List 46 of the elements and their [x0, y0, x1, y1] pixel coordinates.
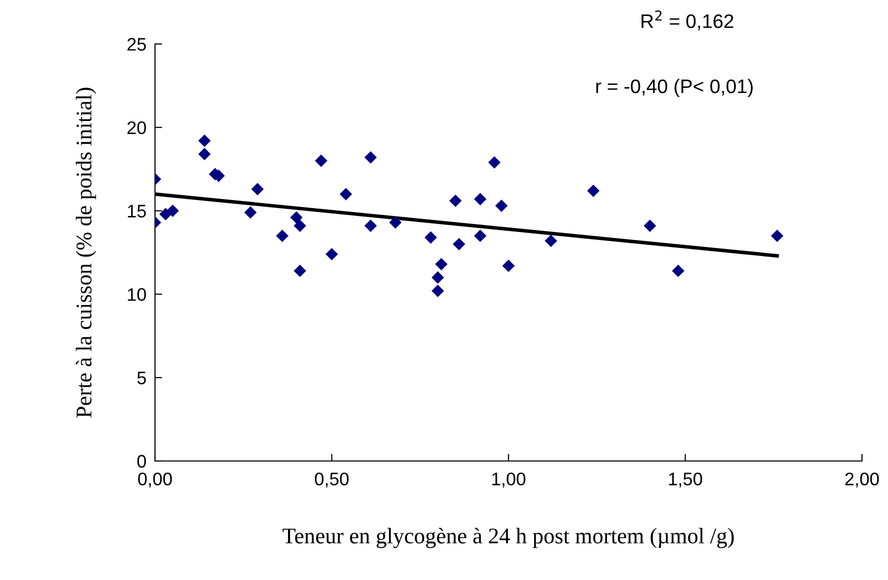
point	[364, 151, 377, 164]
point	[432, 284, 444, 298]
point	[198, 134, 211, 147]
point	[326, 248, 338, 260]
point	[672, 264, 684, 278]
point	[435, 258, 448, 270]
point	[587, 184, 600, 197]
y-tick-label: 0	[137, 454, 146, 468]
point	[290, 211, 303, 224]
point	[294, 220, 306, 232]
y-tick-label: 15	[128, 204, 146, 218]
point	[770, 230, 784, 242]
annotation: r = -0,40 (P< 0,01)	[596, 78, 753, 98]
point	[389, 216, 402, 229]
point	[502, 260, 515, 272]
point	[340, 188, 352, 200]
point	[166, 204, 179, 218]
point	[424, 231, 437, 244]
point	[294, 264, 306, 278]
x-tick-label: 0,50	[314, 472, 349, 488]
point	[432, 271, 444, 284]
y-tick-label: 20	[127, 121, 146, 134]
point	[495, 200, 508, 212]
y-tick-label: 10	[128, 288, 146, 301]
point	[544, 234, 558, 248]
point	[276, 230, 288, 242]
point	[644, 220, 656, 232]
point	[364, 220, 377, 232]
point	[251, 182, 264, 196]
point	[244, 206, 257, 219]
x-tick-label: 1,00	[492, 472, 526, 488]
x-tick-label: 1,50	[669, 472, 702, 488]
point	[449, 194, 462, 208]
point	[452, 238, 466, 250]
point	[488, 156, 501, 169]
text: R$^{2}$ = 0,162	[642, 10, 734, 30]
point	[314, 154, 328, 167]
x-tick-label: 0,00	[138, 472, 172, 488]
point	[474, 230, 486, 242]
x-axis-title: Teneur en glycogène à 24 h post mortem (µmol /g)	[282, 528, 734, 548]
y-axis-title: Perte à la cuisson (% de poids initial)	[76, 88, 96, 418]
x-tick-label: 2,00	[845, 472, 879, 488]
y-tick-label: 5	[137, 372, 146, 384]
point	[474, 192, 486, 206]
y-tick-label: 25	[127, 38, 146, 51]
point	[198, 148, 211, 160]
